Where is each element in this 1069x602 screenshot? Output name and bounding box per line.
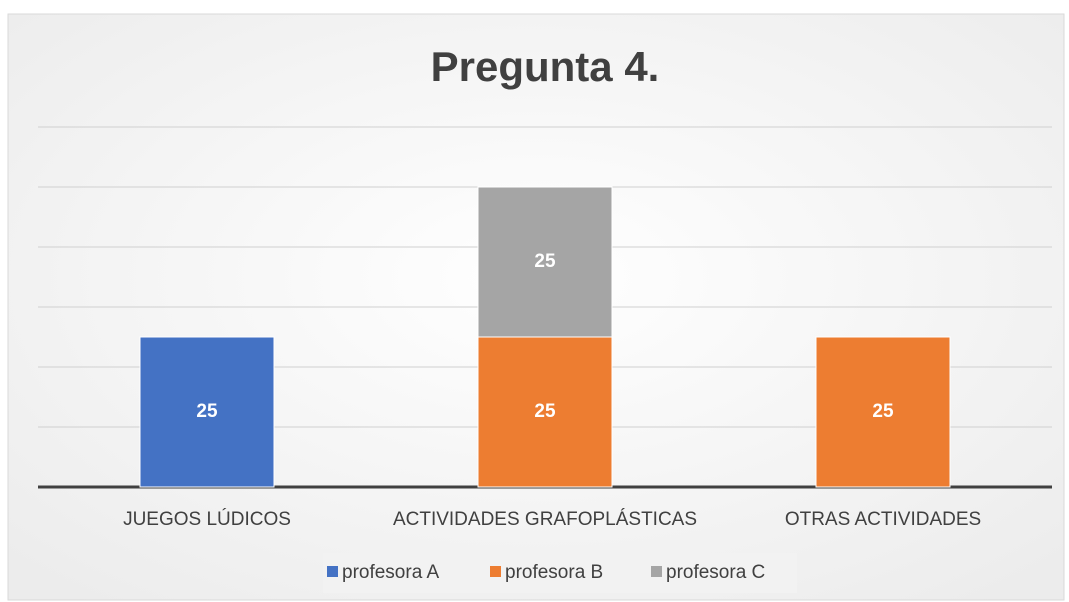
x-tick-label: OTRAS ACTIVIDADES — [785, 509, 981, 530]
legend-label: profesora C — [666, 562, 765, 583]
data-label: 25 — [196, 401, 218, 422]
legend-swatch — [327, 566, 338, 577]
chart-title: Pregunta 4. — [431, 43, 660, 90]
bar — [815, 336, 951, 488]
legend-swatch — [651, 566, 662, 577]
legend-label: profesora B — [505, 562, 603, 583]
data-label: 25 — [534, 401, 556, 422]
legend-label: profesora A — [342, 562, 439, 583]
x-tick-label: JUEGOS LÚDICOS — [123, 508, 291, 530]
data-label: 25 — [872, 401, 894, 422]
x-tick-label: ACTIVIDADES GRAFOPLÁSTICAS — [393, 509, 697, 530]
legend-background — [323, 553, 797, 593]
legend-swatch — [490, 566, 501, 577]
bar — [477, 336, 613, 488]
data-label: 25 — [534, 251, 556, 272]
bar — [139, 336, 275, 488]
bar — [477, 186, 613, 338]
